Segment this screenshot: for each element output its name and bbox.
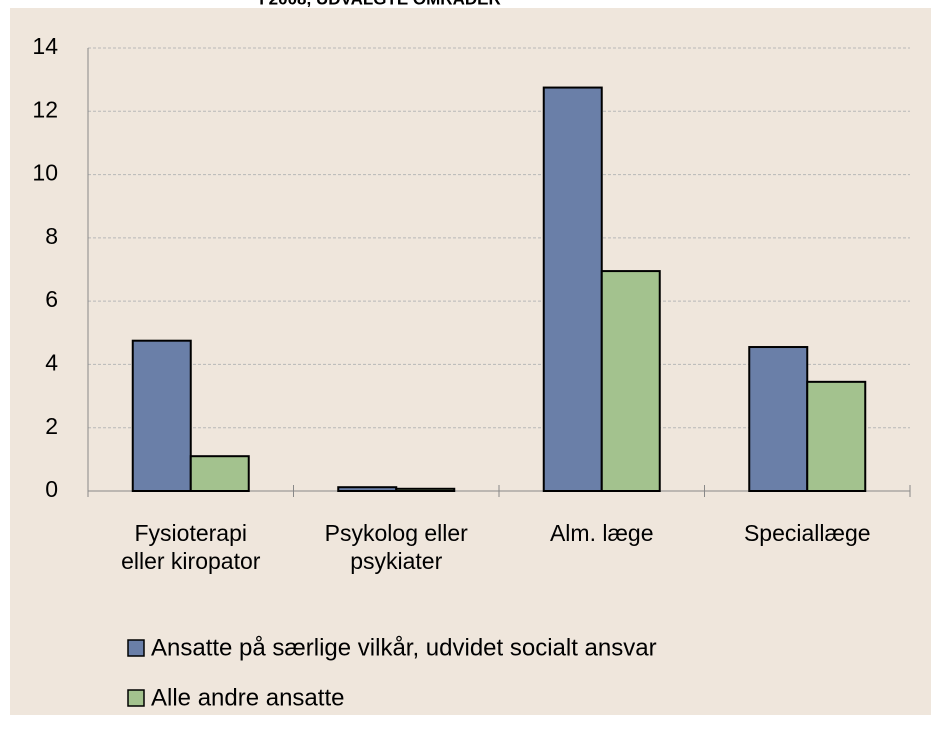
legend-swatch — [127, 689, 145, 707]
y-tick-label: 4 — [45, 350, 58, 376]
x-tick-label: Fysioterapi eller kiropator — [121, 520, 261, 574]
y-tick-label: 12 — [32, 96, 58, 122]
legend-swatch — [127, 639, 145, 657]
bar — [395, 487, 456, 493]
y-tick-label: 0 — [45, 476, 58, 502]
bar — [189, 455, 250, 493]
y-tick-label: 2 — [45, 413, 58, 439]
y-tick-label: 8 — [45, 223, 58, 249]
bar — [806, 380, 867, 493]
bar — [542, 86, 603, 493]
y-tick-label: 10 — [32, 160, 58, 186]
bar — [131, 339, 192, 493]
bar — [337, 486, 398, 492]
x-tick-label: Alm. læge — [549, 520, 654, 546]
legend-label: Ansatte på særlige vilkår, udvidet socia… — [151, 634, 657, 661]
y-tick-label: 14 — [32, 33, 58, 59]
bar — [748, 346, 809, 492]
x-tick-label: Psykolog eller psykiater — [324, 520, 468, 574]
bar — [600, 270, 661, 493]
legend-label: Alle andre ansatte — [151, 684, 344, 711]
y-tick-label: 6 — [45, 286, 58, 312]
x-tick-label: Speciallæge — [743, 520, 871, 546]
chart-title: I 2008, UDVALGTE OMRÅDER — [259, 0, 501, 8]
